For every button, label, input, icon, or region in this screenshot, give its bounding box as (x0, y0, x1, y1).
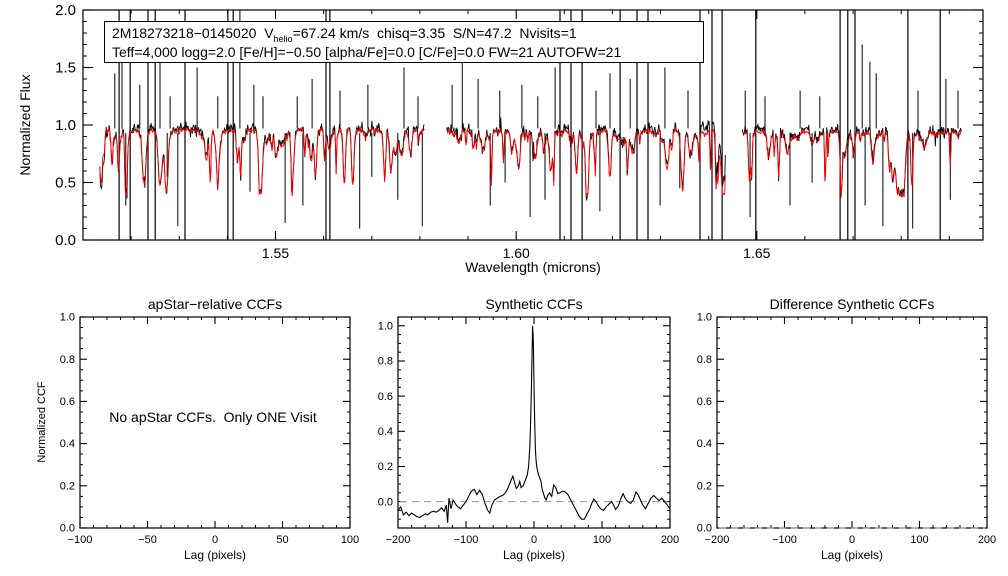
annotation-frame (104, 21, 704, 63)
synthetic-spectrum-line (99, 126, 962, 198)
apstar-ccf-title: apStar−relative CCFs (148, 296, 282, 312)
plot-frame (716, 316, 988, 529)
y-tick-label: 0.8 (697, 354, 712, 366)
y-tick-label: 0.6 (697, 396, 712, 408)
x-tick-label: 1.65 (743, 245, 770, 261)
y-tick-label: 1.5 (55, 60, 76, 77)
y-tick-label: 0.0 (55, 232, 76, 249)
synthetic-ccf-title: Synthetic CCFs (485, 296, 582, 312)
y-tick-label: 0.2 (60, 480, 75, 492)
y-tick-label: 0.4 (697, 438, 712, 450)
difference-ccf-xlabel: Lag (pixels) (821, 548, 883, 562)
annotation-star-id: 2M18273218−0145020 V (112, 25, 274, 41)
y-tick-label: 1.0 (697, 312, 712, 324)
y-tick-label: 0.0 (378, 496, 393, 508)
annotation-line2: Teff=4,000 logg=2.0 [Fe/H]=−0.50 [alpha/… (112, 44, 621, 60)
y-tick-label: 1.0 (378, 320, 393, 332)
y-tick-label: 0.8 (378, 356, 393, 368)
y-tick-label: 0.4 (60, 438, 75, 450)
x-tick-label: −200 (386, 534, 411, 546)
plot-frame (397, 316, 671, 529)
spectrum-annotation-box: 2M18273218−0145020 Vhelio=67.24 km/s chi… (104, 21, 704, 63)
x-tick-label: 200 (978, 534, 996, 546)
x-tick-label: 200 (661, 534, 679, 546)
x-tick-label: 1.60 (503, 245, 530, 261)
y-tick-label: 1.0 (55, 117, 76, 134)
synthetic-ccf-panel: Synthetic CCFs −200 −100 0 100 200 0.0 0.2 0.4 0… (378, 296, 679, 562)
x-tick-label: 100 (593, 534, 611, 546)
synthetic-ccf-xlabel: Lag (pixels) (503, 548, 565, 562)
apstar-ccf-ylabel: Normalized CCF (36, 381, 48, 463)
x-tick-label: 0 (531, 534, 537, 546)
y-tick-label: 0.2 (697, 480, 712, 492)
y-tick-label: 1.0 (60, 312, 75, 324)
apstar-ccf-panel: apStar−relative CCFs −100 −50 0 50 100 0.0 0.2… (36, 296, 359, 562)
annotation-fit-stats: =67.24 km/s chisq=3.35 S/N=47.2 Nvisits=… (293, 25, 577, 41)
annotation-line1: 2M18273218−0145020 Vhelio=67.24 km/s chi… (112, 25, 577, 44)
y-tick-label: 0.6 (60, 396, 75, 408)
y-tick-label: 0.0 (60, 523, 75, 535)
y-tick-label: 0.2 (378, 461, 393, 473)
apstar-ccf-axes: −100 −50 0 50 100 0.0 0.2 0.4 0.6 0.8 1.0 (60, 312, 359, 546)
x-tick-label: 0 (212, 534, 218, 546)
x-tick-label: 50 (276, 534, 288, 546)
difference-ccf-axes: −200 −100 0 100 200 0.0 0.2 0.4 0.6 0.8 1.0 (697, 312, 996, 546)
y-tick-label: 2.0 (55, 2, 76, 19)
synthetic-ccf-series (398, 325, 670, 523)
x-tick-label: −200 (705, 534, 730, 546)
annotation-vhelio-subscript: helio (274, 34, 293, 44)
y-tick-label: 0.4 (378, 426, 393, 438)
apstar-ccf-xlabel: Lag (pixels) (184, 548, 246, 562)
spectrum-series (99, 10, 962, 240)
synthetic-ccf-line (398, 325, 670, 523)
difference-ccf-title: Difference Synthetic CCFs (770, 296, 935, 312)
x-tick-label: 100 (341, 534, 359, 546)
no-apstar-ccf-message: No apStar CCFs. Only ONE Visit (109, 409, 317, 425)
x-tick-label: −100 (68, 534, 93, 546)
x-tick-label: −100 (772, 534, 797, 546)
spectrum-xlabel: Wavelength (microns) (465, 259, 601, 275)
y-tick-label: 0.0 (697, 523, 712, 535)
x-tick-label: −50 (138, 534, 157, 546)
x-tick-label: −100 (454, 534, 479, 546)
spectrum-axes: 1.55 1.60 1.65 0.0 0.5 1.0 1.5 2.0 (55, 2, 984, 261)
synthetic-ccf-axes: −200 −100 0 100 200 0.0 0.2 0.4 0.6 0.8 1.0 (378, 316, 679, 546)
difference-ccf-panel: Difference Synthetic CCFs −200 −100 0 100 20… (697, 296, 996, 562)
x-tick-label: 1.55 (262, 245, 289, 261)
y-tick-label: 0.5 (55, 174, 76, 191)
y-tick-label: 0.6 (378, 391, 393, 403)
y-tick-label: 0.8 (60, 354, 75, 366)
x-tick-label: 0 (849, 534, 855, 546)
spectrum-panel: 1.55 1.60 1.65 0.0 0.5 1.0 1.5 2.0 2M18273218−0… (17, 2, 984, 275)
x-tick-label: 100 (910, 534, 928, 546)
spectrum-ylabel: Normalized Flux (17, 74, 33, 175)
